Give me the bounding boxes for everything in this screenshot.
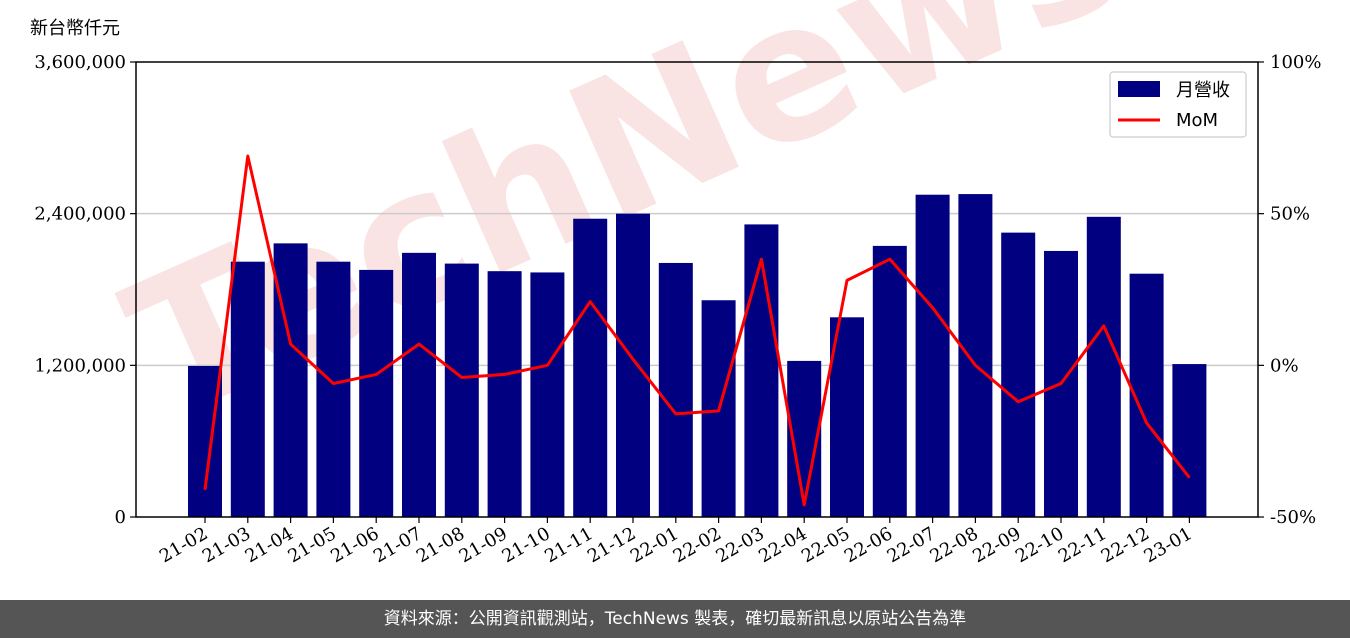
x-tick-label: 21-08 [413,523,468,567]
mom-point-22-11 [1103,325,1104,326]
legend: 月營收 MoM [1110,72,1246,137]
x-tick-label: 23-01 [1140,523,1195,567]
mom-point-22-05 [847,280,848,281]
mom-point-21-03 [247,156,248,157]
bar-21-11 [573,219,607,517]
x-tick-label: 22-01 [627,523,682,567]
legend-label-line: MoM [1176,110,1218,131]
mom-point-21-11 [590,301,591,302]
bar-22-11 [1087,217,1121,517]
mom-point-22-06 [889,259,890,260]
mom-point-22-03 [761,259,762,260]
x-tick-label: 22-11 [1055,523,1110,567]
x-tick-label: 21-02 [156,523,211,567]
x-tick-label: 22-08 [926,523,981,567]
y-left-tick-label: 3,600,000 [34,52,126,73]
y-left-tick-label: 2,400,000 [34,204,126,225]
legend-label-bar: 月營收 [1176,80,1230,101]
y-right-tick-label: 100% [1270,52,1321,73]
mom-point-21-06 [376,374,377,375]
x-tick-label: 22-04 [755,523,810,567]
mom-point-21-12 [633,359,634,360]
bar-21-08 [445,264,479,517]
bar-22-03 [744,224,778,517]
mom-point-21-07 [419,344,420,345]
bar-21-10 [530,272,564,517]
x-tick-label: 22-03 [712,523,767,567]
y-right-tick-label: 0% [1270,355,1299,376]
mom-point-21-09 [504,374,505,375]
x-tick-label: 22-12 [1098,523,1153,567]
x-tick-label: 22-09 [969,523,1024,567]
mom-point-21-04 [290,344,291,345]
bar-21-12 [616,214,650,517]
mom-point-22-10 [1061,383,1062,384]
bar-22-09 [1001,233,1035,517]
x-tick-label: 21-04 [242,523,297,567]
x-tick-label: 21-12 [584,523,639,567]
mom-point-22-04 [804,504,805,505]
x-tick-label: 22-07 [884,523,939,567]
mom-point-22-07 [932,307,933,308]
bar-23-01 [1172,364,1206,517]
y-left-tick-label: 0 [115,507,126,528]
x-tick-label: 21-03 [199,523,254,567]
bar-21-06 [359,270,393,517]
mom-point-21-05 [333,383,334,384]
mom-point-22-09 [1018,401,1019,402]
y-right-tick-label: -50% [1270,507,1316,528]
mom-point-22-01 [675,413,676,414]
mom-point-22-02 [718,410,719,411]
mom-point-21-10 [547,365,548,366]
bar-21-07 [402,253,436,517]
x-tick-label: 22-10 [1012,523,1067,567]
mom-point-21-08 [461,377,462,378]
bar-21-03 [231,262,265,517]
x-tick-label: 21-10 [498,523,553,567]
mom-point-23-01 [1189,477,1190,478]
revenue-chart: TechNews 01,200,0002,400,0003,600,000-50… [0,0,1350,600]
x-tick-label: 21-05 [284,523,339,567]
mom-point-22-12 [1146,422,1147,423]
bar-22-06 [873,246,907,517]
x-tick-label: 21-09 [456,523,511,567]
mom-point-21-02 [205,489,206,490]
x-tick-label: 22-06 [841,523,896,567]
bar-22-07 [916,195,950,517]
x-tick-label: 21-06 [327,523,382,567]
y-left-tick-label: 1,200,000 [34,355,126,376]
bar-21-05 [316,262,350,517]
bar-21-04 [274,243,308,517]
bar-21-09 [488,271,522,517]
x-tick-label: 21-11 [541,523,596,567]
bar-22-01 [659,263,693,517]
x-tick-label: 21-07 [370,523,425,567]
legend-swatch-bar [1118,81,1160,97]
x-tick-label: 22-02 [670,523,725,567]
bar-22-08 [958,194,992,517]
source-footer: 資料來源：公開資訊觀測站，TechNews 製表，確切最新訊息以原站公告為準 [0,600,1350,638]
y-right-tick-label: 50% [1270,204,1310,225]
mom-point-22-08 [975,365,976,366]
x-tick-label: 22-05 [798,523,853,567]
